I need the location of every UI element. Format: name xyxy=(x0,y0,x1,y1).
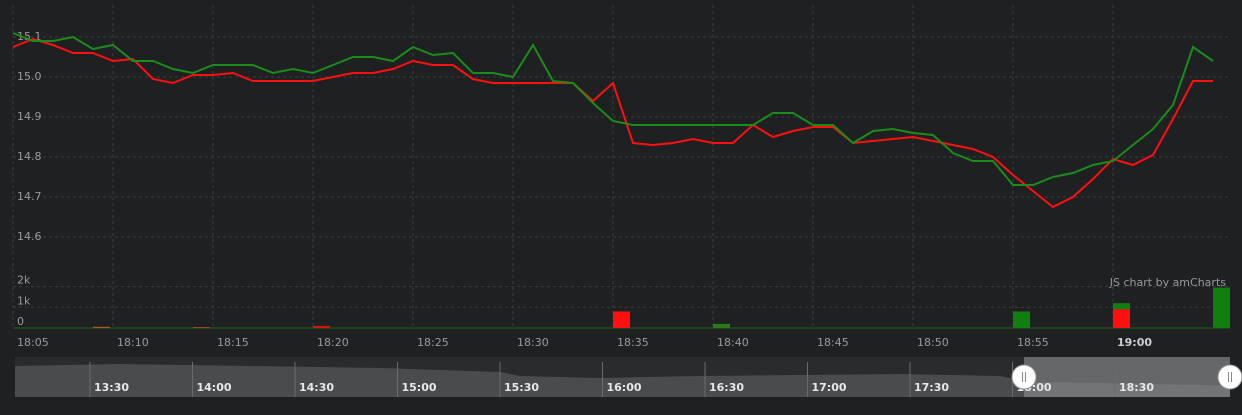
navigator-handle[interactable] xyxy=(1217,364,1242,390)
x-tick-label: 18:45 xyxy=(817,336,849,349)
volume-bar xyxy=(193,327,210,328)
x-tick-label: 18:55 xyxy=(1017,336,1049,349)
volume-bar xyxy=(1113,309,1130,328)
volume-tick-label: 1k xyxy=(17,294,31,307)
y-tick-label: 14.7 xyxy=(17,190,42,203)
navigator-label: 15:00 xyxy=(402,381,437,394)
y-tick-label: 14.8 xyxy=(17,150,42,163)
y-tick-label: 14.6 xyxy=(17,230,42,243)
volume-bar xyxy=(313,325,330,328)
volume-bar xyxy=(613,311,630,328)
navigator-label: 16:30 xyxy=(709,381,744,394)
volume-bar xyxy=(93,326,110,328)
navigator-handle[interactable] xyxy=(1011,364,1037,390)
navigator-selection[interactable] xyxy=(1024,357,1230,397)
x-tick-label: 18:50 xyxy=(917,336,949,349)
navigator-label: 17:30 xyxy=(914,381,949,394)
volume-tick-label: 0 xyxy=(17,315,24,328)
navigator-label: 15:30 xyxy=(504,381,539,394)
volume-tick-label: 2k xyxy=(17,274,31,287)
x-tick-label: 18:05 xyxy=(17,336,49,349)
navigator-label: 16:00 xyxy=(607,381,642,394)
x-tick-label: 19:00 xyxy=(1117,336,1152,349)
volume-bar xyxy=(1213,287,1230,328)
navigator-area xyxy=(15,364,1230,397)
x-tick-label: 18:25 xyxy=(417,336,449,349)
price-line xyxy=(12,32,1214,186)
volume-bar xyxy=(1013,311,1030,328)
x-tick-label: 18:10 xyxy=(117,336,149,349)
y-tick-label: 14.9 xyxy=(17,110,42,123)
navigator-label: 14:00 xyxy=(197,381,232,394)
x-tick-label: 18:30 xyxy=(517,336,549,349)
navigator-label: 17:00 xyxy=(812,381,847,394)
x-tick-label: 18:40 xyxy=(717,336,749,349)
volume-bar xyxy=(713,323,730,328)
x-tick-label: 18:15 xyxy=(217,336,249,349)
x-tick-label: 18:20 xyxy=(317,336,349,349)
credit: JS chart by amCharts xyxy=(1109,276,1226,289)
navigator-label: 13:30 xyxy=(94,381,129,394)
navigator-label: 14:30 xyxy=(299,381,334,394)
x-tick-label: 18:35 xyxy=(617,336,649,349)
navigator-label: 18:30 xyxy=(1119,381,1154,394)
y-tick-label: 15.0 xyxy=(17,70,42,83)
price-line xyxy=(12,37,1213,209)
